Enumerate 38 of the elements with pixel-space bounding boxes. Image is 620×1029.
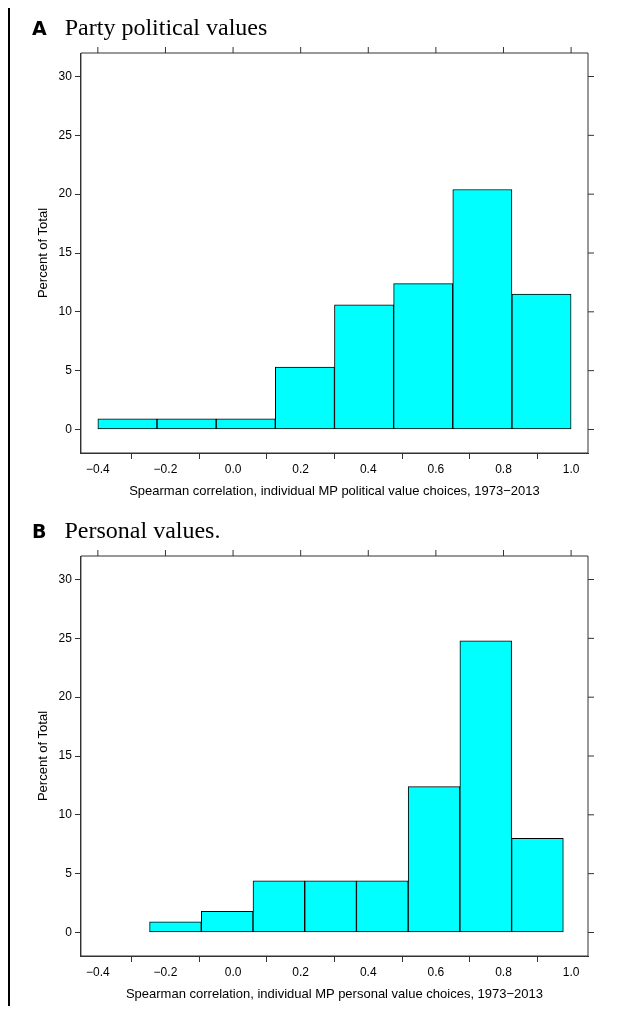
y-axis-title: Percent of Total xyxy=(35,710,51,802)
y-tick-label: 0 xyxy=(65,421,73,436)
y-tick-label: 25 xyxy=(58,127,73,142)
x-tick-label: 1.0 xyxy=(562,461,580,476)
y-tick-label: 10 xyxy=(58,304,73,319)
y-tick-label: 20 xyxy=(58,186,73,201)
text: A xyxy=(32,17,47,39)
y-tick-label: 20 xyxy=(58,689,73,704)
x-tick-label: 0.6 xyxy=(427,461,445,476)
x-tick-label: −0.4 xyxy=(86,964,111,979)
text: B xyxy=(32,520,47,542)
x-tick-label: 1.0 xyxy=(562,964,580,979)
x-tick-label: −0.2 xyxy=(153,461,178,476)
x-tick-label: 0.0 xyxy=(224,964,242,979)
x-tick-label: 0.2 xyxy=(292,964,310,979)
y-tick-label: 0 xyxy=(65,924,73,939)
y-tick-label: 25 xyxy=(58,630,73,645)
x-tick-label: 0.8 xyxy=(495,964,513,979)
y-tick-label: 10 xyxy=(58,807,73,822)
y-tick-label: 30 xyxy=(58,68,73,83)
x-tick-label: 0.8 xyxy=(495,461,513,476)
x-axis-title: Spearman correlation, individual MP personal value choices, 1973−2013 xyxy=(125,985,544,1001)
chart-title: Personal values. xyxy=(64,517,221,544)
x-tick-label: −0.2 xyxy=(153,964,178,979)
x-tick-label: 0.4 xyxy=(359,964,377,979)
x-axis-title: Spearman correlation, individual MP political value choices, 1973−2013 xyxy=(129,482,540,498)
x-tick-label: −0.4 xyxy=(86,461,111,476)
chart-title: Party political values xyxy=(64,14,268,41)
y-tick-label: 15 xyxy=(58,245,73,260)
x-tick-label: 0.2 xyxy=(292,461,310,476)
x-tick-label: 0.6 xyxy=(427,964,445,979)
y-axis-title: Percent of Total xyxy=(35,207,51,299)
y-tick-label: 30 xyxy=(58,571,73,586)
x-tick-label: 0.0 xyxy=(224,461,242,476)
y-tick-label: 15 xyxy=(58,748,73,763)
x-tick-label: 0.4 xyxy=(359,461,377,476)
y-tick-label: 5 xyxy=(65,865,73,880)
y-tick-label: 5 xyxy=(65,362,73,377)
